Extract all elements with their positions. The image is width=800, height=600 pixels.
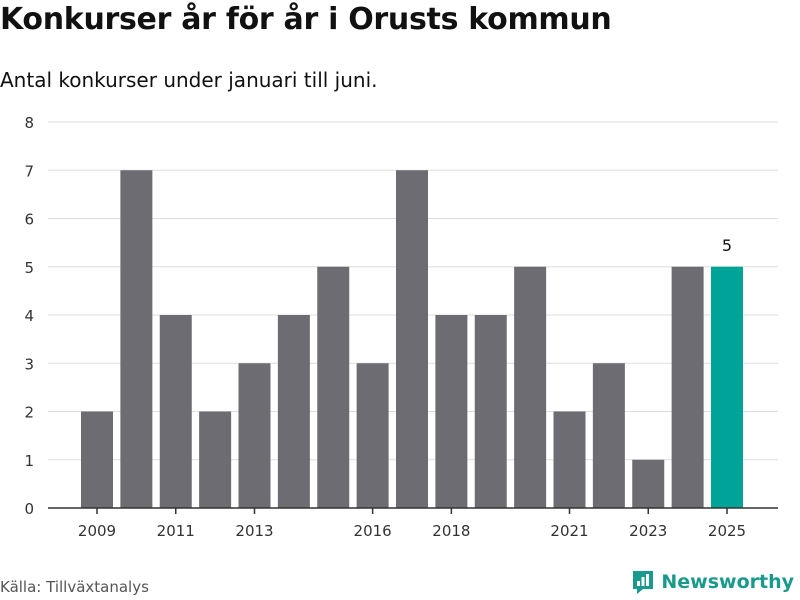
y-tick-label: 2 (24, 404, 34, 422)
bar (474, 315, 507, 508)
bar (356, 363, 389, 508)
y-tick-label: 5 (24, 259, 34, 277)
x-tick-label: 2016 (354, 522, 392, 540)
bar (671, 266, 704, 508)
chart-subtitle: Antal konkurser under januari till juni. (0, 68, 378, 92)
bar (514, 266, 547, 508)
y-tick-label: 4 (24, 307, 34, 325)
data-label: 5 (722, 236, 732, 255)
bar (317, 266, 350, 508)
bar (277, 315, 310, 508)
bar (632, 459, 665, 508)
brand-logo[interactable]: Newsworthy (631, 569, 794, 595)
x-tick-label: 2013 (235, 522, 273, 540)
bar (711, 266, 743, 508)
x-tick-label: 2023 (629, 522, 667, 540)
y-tick-label: 6 (24, 211, 34, 229)
bar (238, 363, 271, 508)
y-tick-label: 8 (24, 114, 34, 132)
x-tick-label: 2018 (432, 522, 470, 540)
y-tick-label: 3 (24, 355, 34, 373)
y-tick-label: 7 (24, 162, 34, 180)
x-tick-label: 2025 (708, 522, 746, 540)
bar (553, 411, 586, 508)
bar-chart: 0 1 2 3 4 5 6 7 8 5 2009 2011 2013 2016 2018 2021 2023 20… (24, 114, 778, 540)
bar (592, 363, 625, 508)
bar (435, 315, 468, 508)
chart-logo-icon (633, 571, 654, 594)
bar (81, 411, 113, 508)
y-tick-label: 1 (24, 452, 34, 470)
bar (120, 170, 153, 508)
x-tick-label: 2011 (157, 522, 195, 540)
x-tick-label: 2021 (550, 522, 588, 540)
source-note: Källa: Tillväxtanalys (0, 578, 149, 596)
bar (159, 315, 192, 508)
bar (396, 170, 428, 508)
chart-title: Konkurser år för år i Orusts kommun (0, 2, 612, 37)
y-tick-label: 0 (24, 500, 34, 518)
bar (199, 411, 232, 508)
x-tick-label: 2009 (78, 522, 116, 540)
brand-name: Newsworthy (661, 571, 794, 593)
